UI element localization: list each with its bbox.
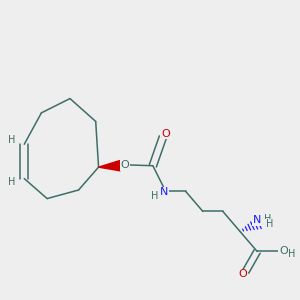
Text: N: N	[253, 215, 261, 225]
Text: H: H	[266, 219, 273, 229]
Text: O: O	[279, 246, 288, 256]
Text: H: H	[8, 177, 15, 187]
Text: N: N	[160, 187, 169, 197]
Text: H: H	[8, 135, 15, 145]
Polygon shape	[99, 160, 120, 171]
Text: H: H	[288, 249, 296, 259]
Text: O: O	[238, 269, 247, 279]
Text: H: H	[264, 214, 272, 224]
Text: O: O	[161, 129, 170, 139]
Text: O: O	[121, 160, 130, 170]
Text: H: H	[151, 191, 158, 201]
